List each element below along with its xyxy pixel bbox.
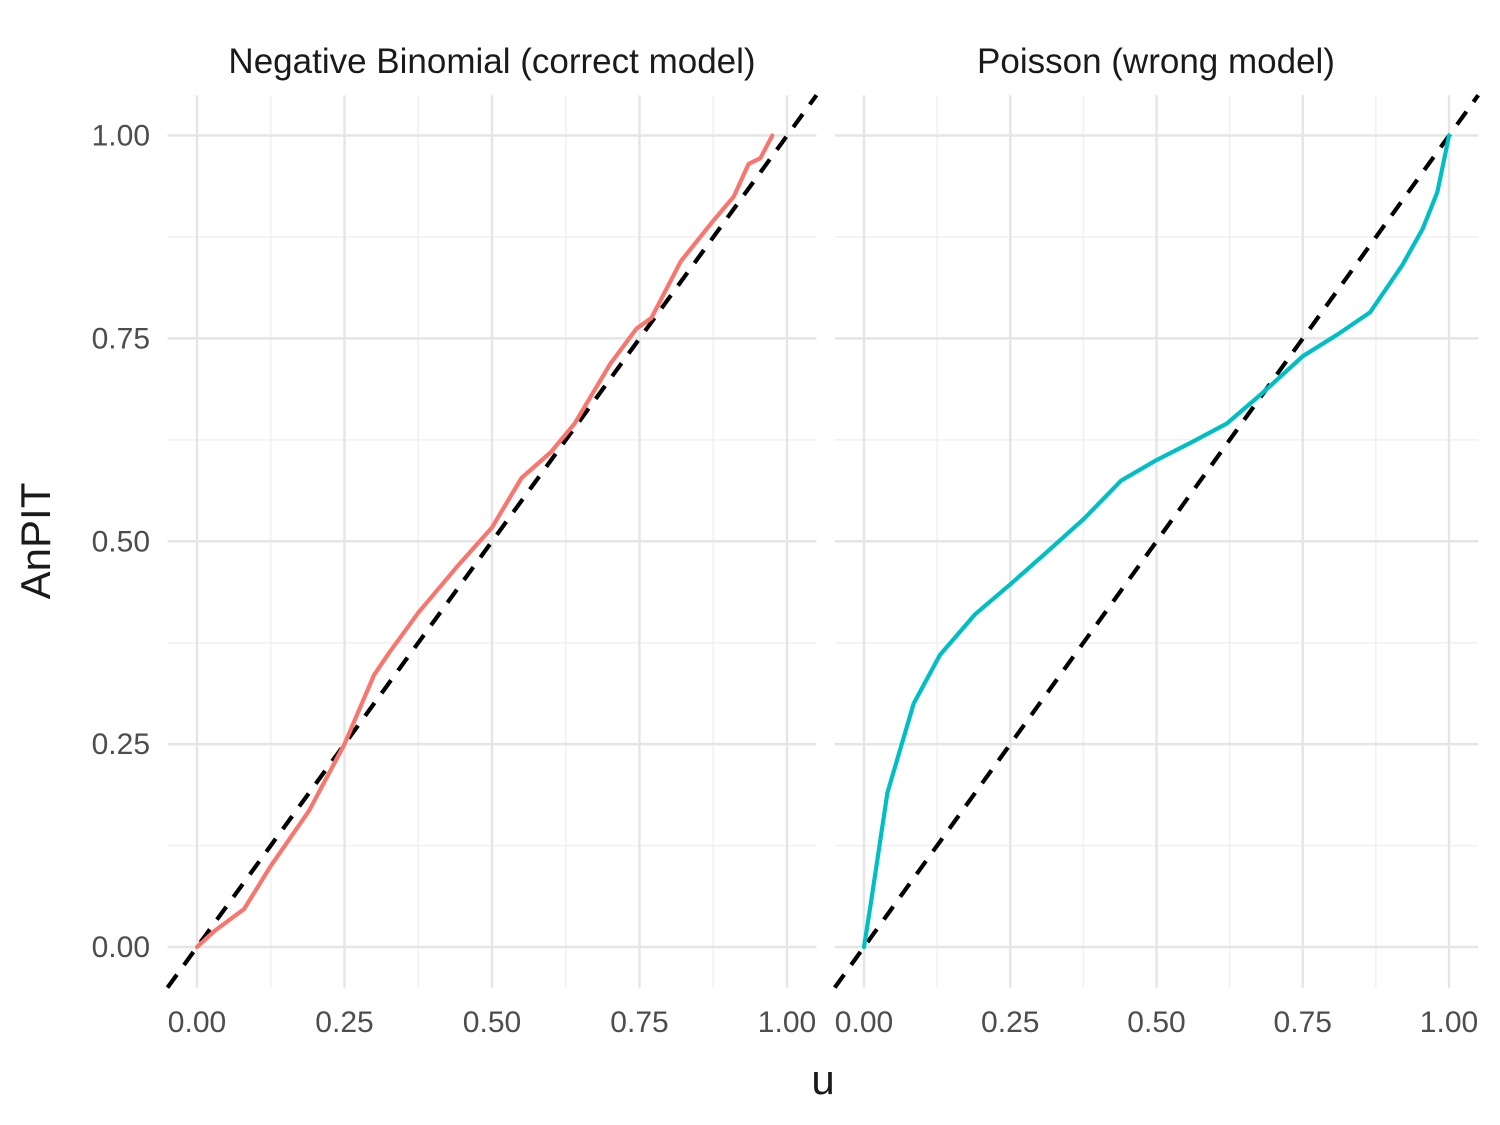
y-tick-label: 0.00 xyxy=(92,931,150,964)
x-tick-label: 0.75 xyxy=(1274,1006,1332,1039)
y-axis-tick-labels: 0.00 0.25 0.50 0.75 1.00 xyxy=(92,120,150,965)
x-tick-label: 0.25 xyxy=(315,1006,373,1039)
y-tick-label: 0.75 xyxy=(92,322,150,355)
panel-title-negative-binomial: Negative Binomial (correct model) xyxy=(228,42,755,81)
identity-reference-line xyxy=(165,93,819,989)
anpit-curve xyxy=(194,133,775,950)
y-tick-label: 0.25 xyxy=(92,728,150,761)
x-tick-label: 0.50 xyxy=(1127,1006,1185,1039)
x-tick-label: 0.25 xyxy=(981,1006,1039,1039)
x-tick-label: 0.00 xyxy=(168,1006,226,1039)
x-tick-label: 1.00 xyxy=(758,1006,816,1039)
x-tick-label: 0.50 xyxy=(463,1006,521,1039)
x-tick-label: 0.75 xyxy=(610,1006,668,1039)
panel-negative-binomial xyxy=(165,93,819,989)
identity-reference-line xyxy=(833,93,1480,989)
panel-poisson xyxy=(833,93,1480,989)
x-tick-label: 0.00 xyxy=(835,1006,893,1039)
x-axis-title: u xyxy=(811,1056,834,1103)
anpit-curve xyxy=(861,133,1452,950)
y-tick-label: 0.50 xyxy=(92,525,150,558)
x-tick-label: 1.00 xyxy=(1420,1006,1478,1039)
y-axis-title: AnPIT xyxy=(12,483,59,600)
x-axis-tick-labels: 0.00 0.25 0.50 0.75 1.00 0.00 0.25 0.50 0.75 1.00 xyxy=(168,1006,1478,1039)
y-tick-label: 1.00 xyxy=(92,120,150,153)
panel-title-poisson: Poisson (wrong model) xyxy=(977,42,1335,81)
